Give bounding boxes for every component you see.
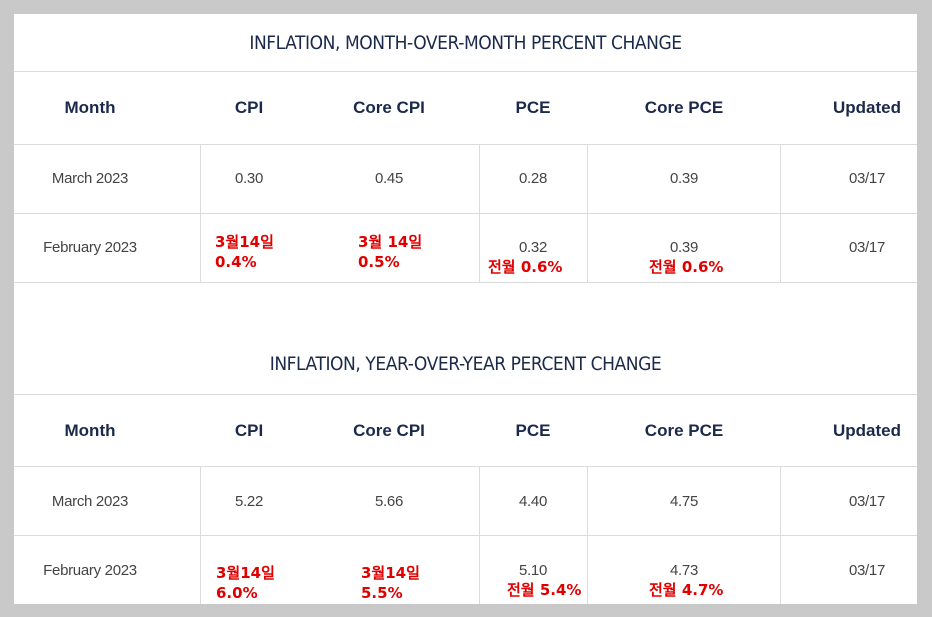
mom-header-core-cpi: Core CPI bbox=[353, 98, 425, 117]
yoy-row1-core-cpi: 5.66 bbox=[375, 493, 403, 510]
mom-row1-core-pce: 0.39 bbox=[670, 170, 698, 187]
column-divider bbox=[479, 466, 480, 604]
column-divider bbox=[587, 466, 588, 604]
yoy-row1-updated: 03/17 bbox=[848, 493, 886, 510]
divider bbox=[14, 144, 917, 145]
yoy-row1-pce: 4.40 bbox=[519, 493, 547, 510]
mom-header-cpi: CPI bbox=[234, 98, 264, 117]
yoy-row2-pce: 5.10 bbox=[519, 562, 547, 579]
annotation-value: 6.0% bbox=[216, 584, 258, 602]
yoy-row1-month: March 2023 bbox=[51, 493, 129, 510]
annotation-date: 3월14일 bbox=[215, 233, 274, 251]
divider bbox=[14, 394, 917, 395]
inflation-tables-panel: INFLATION, MONTH-OVER-MONTH PERCENT CHAN… bbox=[14, 14, 917, 604]
yoy-core-cpi-annotation: 3월14일 5.5% bbox=[361, 563, 420, 603]
divider bbox=[14, 71, 917, 72]
yoy-pce-annotation: 전월 5.4% bbox=[507, 581, 582, 599]
column-divider bbox=[780, 144, 781, 282]
annotation-date: 3월14일 bbox=[216, 564, 275, 582]
yoy-row2-core-pce: 4.73 bbox=[670, 562, 698, 579]
column-divider bbox=[780, 466, 781, 604]
mom-pce-annotation: 전월 0.6% bbox=[488, 258, 563, 276]
mom-row2-updated: 03/17 bbox=[848, 239, 886, 256]
divider bbox=[14, 466, 917, 467]
annotation-value: 0.5% bbox=[358, 253, 400, 271]
mom-header-updated: Updated bbox=[833, 98, 901, 117]
yoy-row1-cpi: 5.22 bbox=[235, 493, 263, 510]
mom-row2-month: February 2023 bbox=[43, 239, 137, 256]
mom-table-title: INFLATION, MONTH-OVER-MONTH PERCENT CHAN… bbox=[249, 32, 682, 54]
mom-row1-pce: 0.28 bbox=[519, 170, 547, 187]
mom-cpi-annotation: 3월14일 0.4% bbox=[215, 232, 274, 272]
yoy-row2-updated: 03/17 bbox=[848, 562, 886, 579]
yoy-header-pce: PCE bbox=[515, 421, 551, 440]
yoy-row1-core-pce: 4.75 bbox=[670, 493, 698, 510]
yoy-header-month: Month bbox=[64, 421, 116, 440]
mom-core-cpi-annotation: 3월 14일 0.5% bbox=[358, 232, 422, 272]
annotation-value: 5.5% bbox=[361, 584, 403, 602]
mom-row1-month: March 2023 bbox=[51, 170, 129, 187]
column-divider bbox=[479, 144, 480, 282]
mom-row1-core-cpi: 0.45 bbox=[375, 170, 403, 187]
yoy-core-pce-annotation: 전월 4.7% bbox=[649, 581, 724, 599]
mom-header-core-pce: Core PCE bbox=[644, 98, 724, 117]
divider bbox=[14, 213, 917, 214]
mom-row1-updated: 03/17 bbox=[848, 170, 886, 187]
mom-row2-core-pce: 0.39 bbox=[670, 239, 698, 256]
yoy-header-core-cpi: Core CPI bbox=[353, 421, 425, 440]
yoy-cpi-annotation: 3월14일 6.0% bbox=[216, 563, 275, 603]
mom-header-month: Month bbox=[64, 98, 116, 117]
mom-row2-pce: 0.32 bbox=[519, 239, 547, 256]
annotation-date: 3월14일 bbox=[361, 564, 420, 582]
column-divider bbox=[200, 144, 201, 282]
annotation-value: 0.4% bbox=[215, 253, 257, 271]
column-divider bbox=[200, 466, 201, 604]
yoy-header-core-pce: Core PCE bbox=[644, 421, 724, 440]
yoy-row2-month: February 2023 bbox=[43, 562, 137, 579]
mom-core-pce-annotation: 전월 0.6% bbox=[649, 258, 724, 276]
annotation-date: 3월 14일 bbox=[358, 233, 423, 251]
divider bbox=[14, 282, 917, 283]
mom-row1-cpi: 0.30 bbox=[235, 170, 263, 187]
mom-header-pce: PCE bbox=[515, 98, 551, 117]
divider bbox=[14, 535, 917, 536]
yoy-header-cpi: CPI bbox=[234, 421, 264, 440]
yoy-table-title: INFLATION, YEAR-OVER-YEAR PERCENT CHANGE bbox=[269, 353, 662, 375]
column-divider bbox=[587, 144, 588, 282]
yoy-header-updated: Updated bbox=[833, 421, 901, 440]
